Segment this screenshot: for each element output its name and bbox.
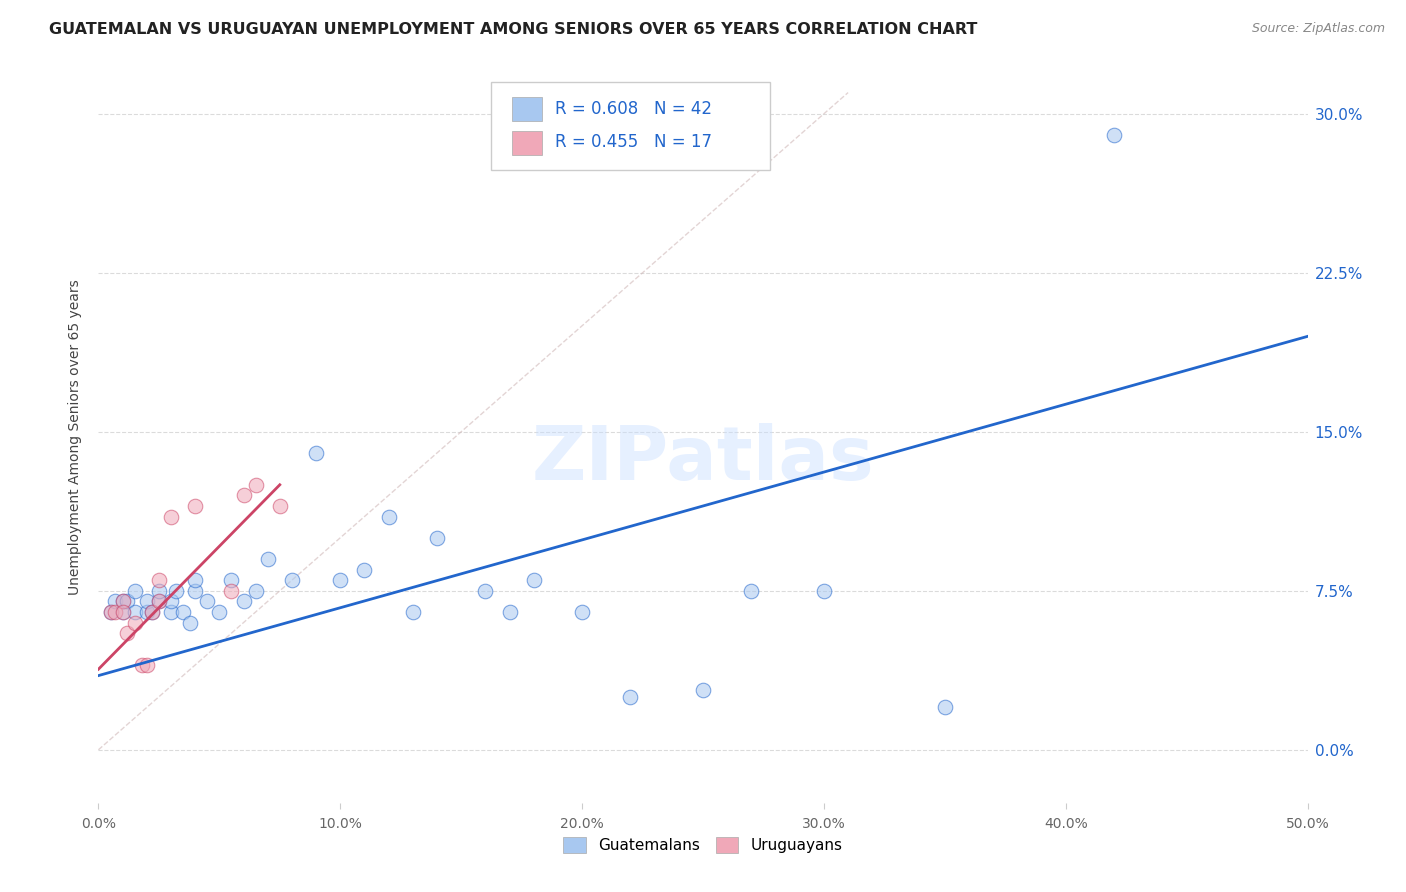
Point bbox=[117, 626, 139, 640]
Bar bbox=[512, 97, 543, 121]
Point bbox=[740, 583, 762, 598]
Point bbox=[141, 605, 163, 619]
Point bbox=[221, 573, 243, 587]
Point bbox=[135, 658, 157, 673]
Text: R = 0.608   N = 42: R = 0.608 N = 42 bbox=[555, 100, 713, 118]
Point bbox=[232, 594, 254, 608]
Point bbox=[571, 605, 593, 619]
Point bbox=[523, 573, 546, 587]
Point bbox=[402, 605, 425, 619]
Point bbox=[256, 552, 278, 566]
Point bbox=[117, 594, 139, 608]
Text: R = 0.455   N = 17: R = 0.455 N = 17 bbox=[555, 133, 713, 152]
Point bbox=[111, 605, 134, 619]
Point bbox=[426, 531, 449, 545]
Bar bbox=[512, 130, 543, 154]
Point bbox=[165, 583, 187, 598]
Point bbox=[813, 583, 835, 598]
Point bbox=[124, 615, 146, 630]
Point bbox=[281, 573, 304, 587]
Point bbox=[100, 605, 122, 619]
Point bbox=[179, 615, 201, 630]
Point bbox=[353, 563, 375, 577]
Text: GUATEMALAN VS URUGUAYAN UNEMPLOYMENT AMONG SENIORS OVER 65 YEARS CORRELATION CHA: GUATEMALAN VS URUGUAYAN UNEMPLOYMENT AMO… bbox=[49, 22, 977, 37]
Point bbox=[474, 583, 496, 598]
Point bbox=[135, 594, 157, 608]
Y-axis label: Unemployment Among Seniors over 65 years: Unemployment Among Seniors over 65 years bbox=[69, 279, 83, 595]
Point bbox=[184, 583, 207, 598]
Point bbox=[172, 605, 194, 619]
Point bbox=[100, 605, 122, 619]
Point bbox=[124, 605, 146, 619]
Point bbox=[111, 594, 134, 608]
Point bbox=[135, 605, 157, 619]
Point bbox=[208, 605, 231, 619]
Legend: Guatemalans, Uruguayans: Guatemalans, Uruguayans bbox=[555, 830, 851, 861]
Point bbox=[245, 583, 267, 598]
Point bbox=[245, 477, 267, 491]
Point bbox=[377, 509, 399, 524]
Point bbox=[148, 583, 170, 598]
Point bbox=[160, 605, 183, 619]
Point bbox=[160, 509, 183, 524]
Point bbox=[160, 594, 183, 608]
Text: ZIPatlas: ZIPatlas bbox=[531, 423, 875, 496]
Point bbox=[1102, 128, 1125, 142]
Point bbox=[498, 605, 520, 619]
Point bbox=[305, 446, 328, 460]
Point bbox=[124, 583, 146, 598]
Point bbox=[111, 605, 134, 619]
Point bbox=[195, 594, 218, 608]
Point bbox=[148, 594, 170, 608]
Point bbox=[148, 573, 170, 587]
Point bbox=[141, 605, 163, 619]
FancyBboxPatch shape bbox=[492, 82, 769, 170]
Point bbox=[934, 700, 956, 714]
Point bbox=[184, 573, 207, 587]
Point bbox=[269, 499, 291, 513]
Point bbox=[619, 690, 641, 704]
Point bbox=[131, 658, 153, 673]
Point bbox=[104, 594, 127, 608]
Text: Source: ZipAtlas.com: Source: ZipAtlas.com bbox=[1251, 22, 1385, 36]
Point bbox=[692, 683, 714, 698]
Point bbox=[148, 594, 170, 608]
Point bbox=[184, 499, 207, 513]
Point bbox=[104, 605, 127, 619]
Point bbox=[221, 583, 243, 598]
Point bbox=[232, 488, 254, 502]
Point bbox=[329, 573, 352, 587]
Point bbox=[111, 594, 134, 608]
